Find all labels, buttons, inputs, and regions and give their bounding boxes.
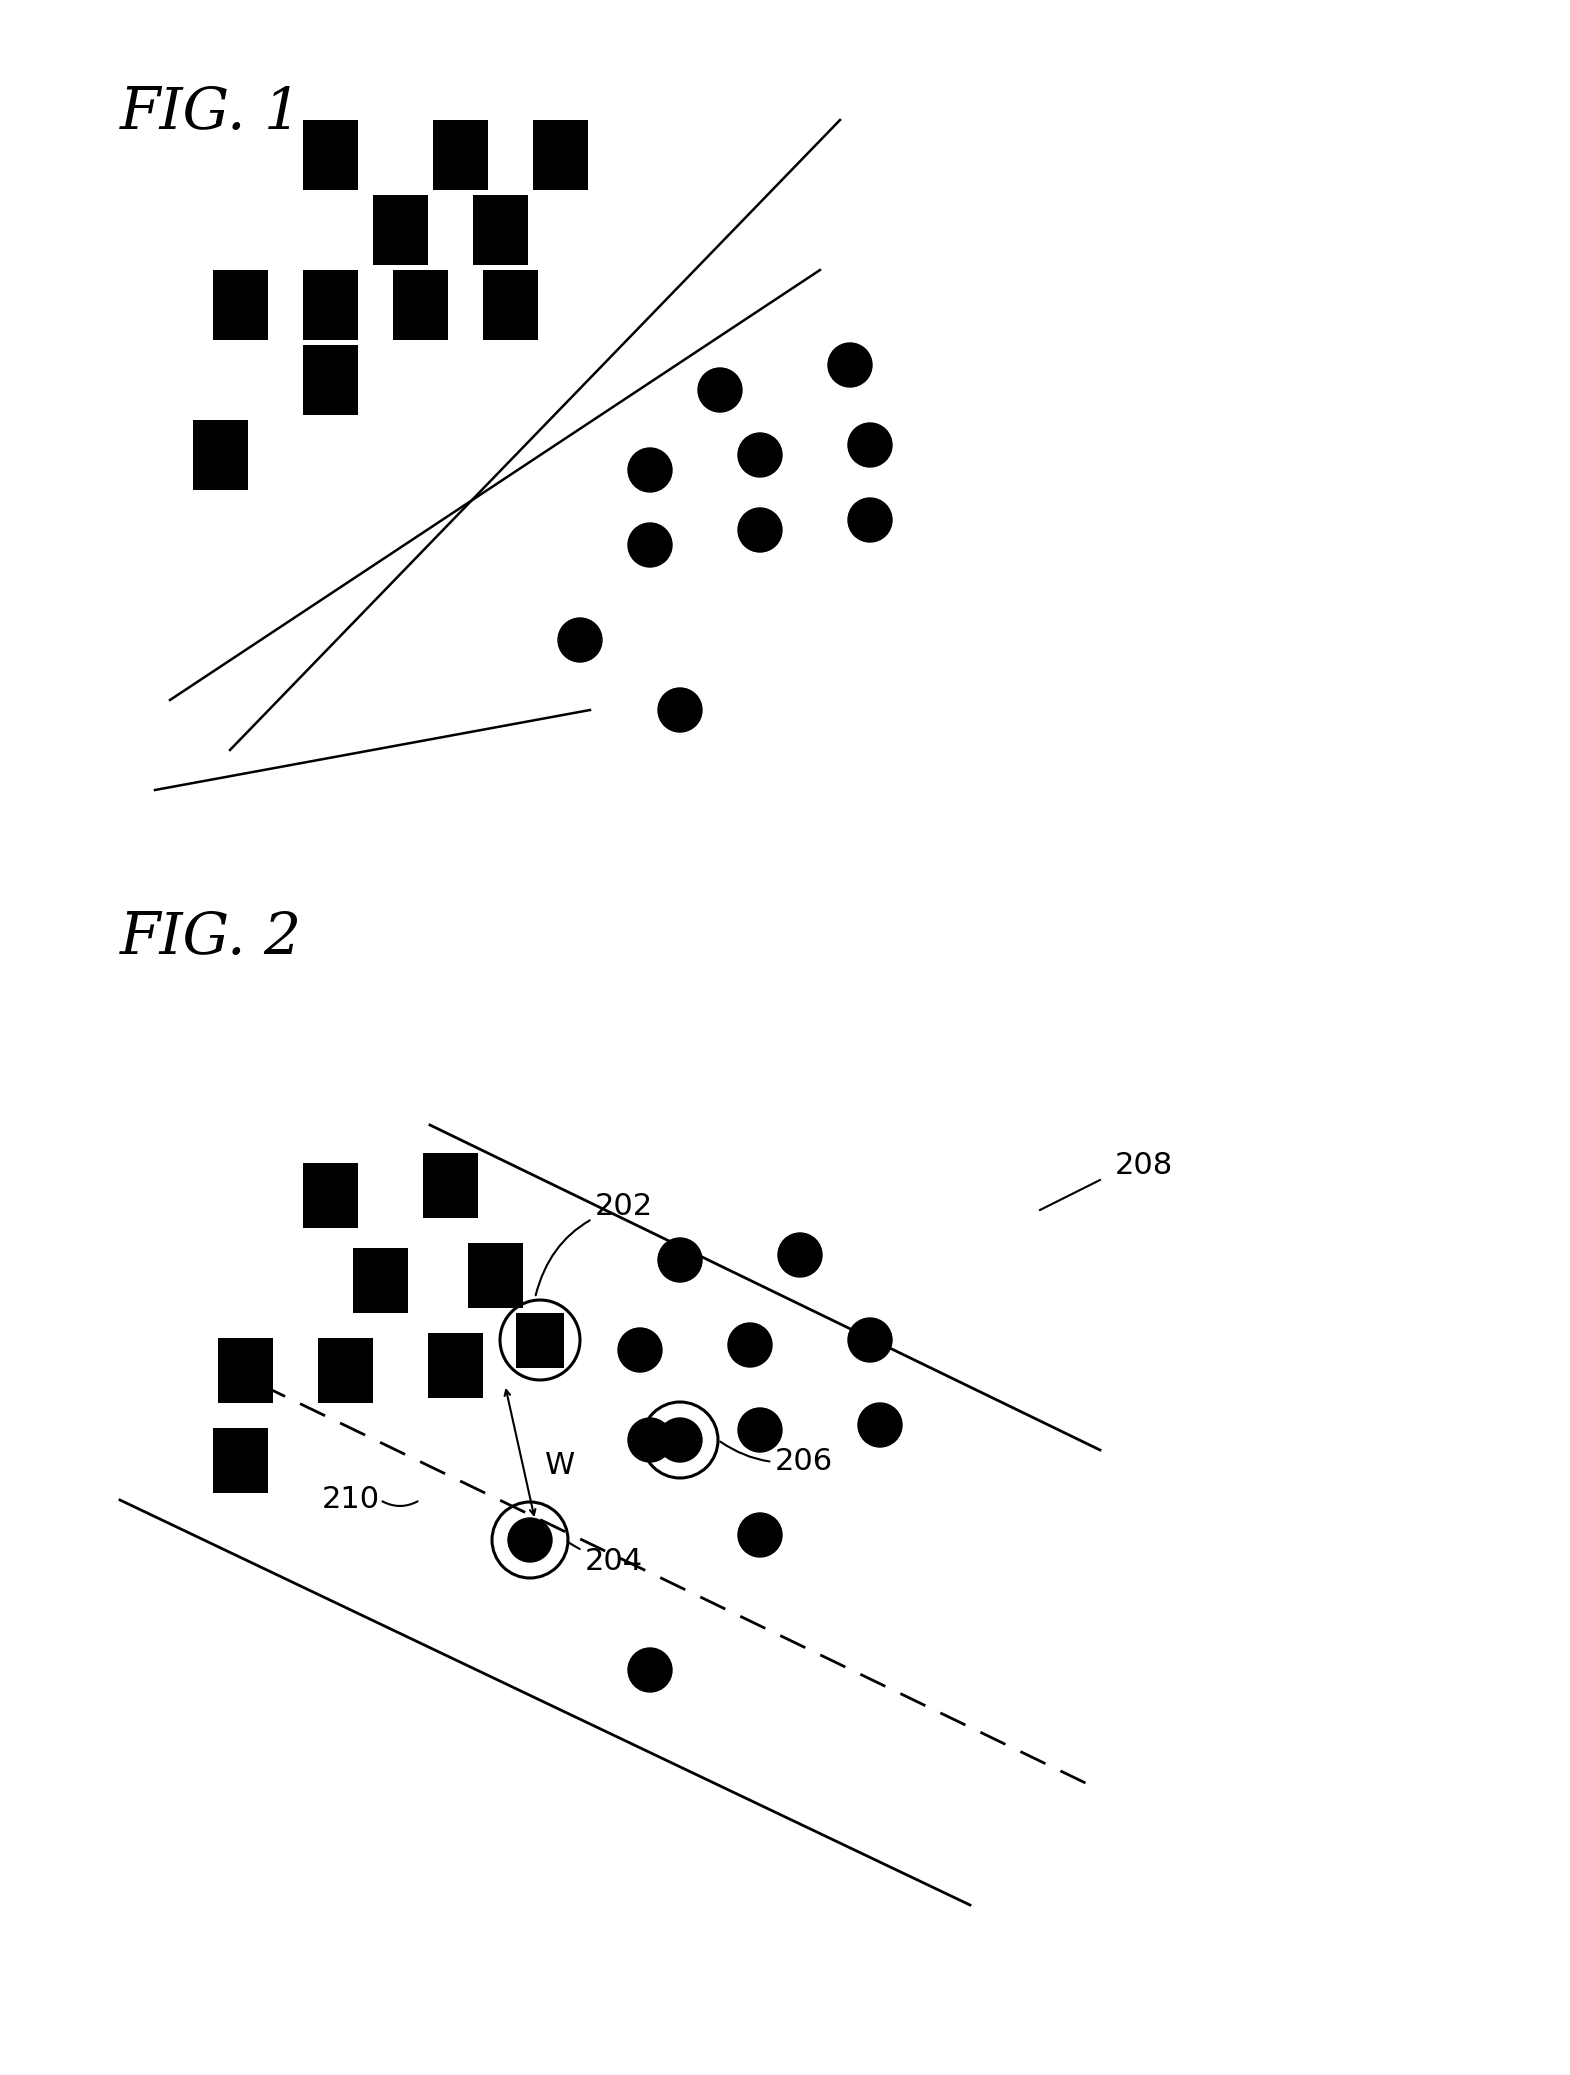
Bar	[212, 1428, 267, 1492]
Bar	[473, 195, 528, 266]
Circle shape	[628, 1648, 672, 1691]
Text: 202: 202	[535, 1191, 653, 1295]
Text: 204: 204	[567, 1542, 644, 1577]
Circle shape	[628, 448, 672, 492]
Circle shape	[658, 689, 702, 732]
Circle shape	[738, 1409, 782, 1452]
Text: FIG. 1: FIG. 1	[119, 85, 301, 141]
Text: 210: 210	[322, 1486, 380, 1515]
Circle shape	[827, 342, 871, 388]
Circle shape	[628, 523, 672, 566]
Bar	[353, 1247, 408, 1313]
Circle shape	[628, 1417, 672, 1463]
Circle shape	[779, 1233, 823, 1276]
Bar	[303, 344, 358, 415]
Bar	[303, 270, 358, 340]
Bar	[303, 120, 358, 191]
Bar	[303, 1162, 358, 1228]
Bar	[482, 270, 537, 340]
Bar	[193, 419, 248, 490]
Text: W: W	[545, 1450, 575, 1479]
Bar	[212, 270, 267, 340]
Circle shape	[728, 1324, 772, 1367]
Bar	[427, 1332, 482, 1396]
Bar	[317, 1338, 372, 1403]
Bar	[392, 270, 447, 340]
Circle shape	[857, 1403, 903, 1446]
Circle shape	[738, 1513, 782, 1556]
Circle shape	[848, 498, 892, 542]
Circle shape	[509, 1519, 553, 1562]
Bar	[532, 120, 587, 191]
Bar	[468, 1243, 523, 1307]
Circle shape	[658, 1239, 702, 1282]
Text: FIG. 2: FIG. 2	[119, 911, 301, 967]
Text: 208: 208	[1115, 1150, 1173, 1179]
Circle shape	[738, 508, 782, 552]
Bar	[218, 1338, 273, 1403]
Circle shape	[699, 367, 743, 413]
Circle shape	[848, 423, 892, 467]
Text: 206: 206	[721, 1442, 834, 1475]
Circle shape	[619, 1328, 663, 1372]
Circle shape	[738, 434, 782, 477]
Circle shape	[848, 1318, 892, 1361]
Bar	[432, 120, 488, 191]
Bar	[372, 195, 427, 266]
Circle shape	[557, 618, 601, 662]
Bar	[422, 1152, 477, 1218]
Bar	[517, 1313, 564, 1367]
Circle shape	[658, 1417, 702, 1463]
